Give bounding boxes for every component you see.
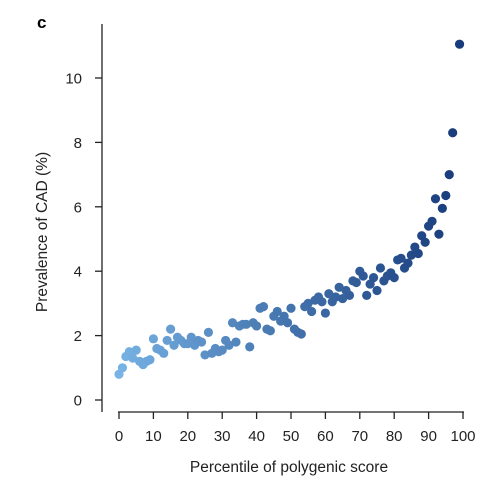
- data-point: [166, 324, 176, 334]
- data-point: [434, 229, 444, 239]
- data-point: [362, 290, 372, 300]
- x-tick-label: 90: [420, 428, 437, 445]
- x-axis-ticks: 0 10 20 30 40 50 60 70 80 90 100: [115, 412, 476, 445]
- y-tick-label: 6: [74, 199, 82, 216]
- data-point: [296, 329, 306, 339]
- data-point: [351, 277, 361, 288]
- data-point: [258, 302, 269, 312]
- x-tick-label: 0: [115, 428, 123, 445]
- x-tick-label: 30: [214, 428, 231, 445]
- data-point: [245, 342, 255, 352]
- data-point: [406, 250, 416, 260]
- y-tick-label: 2: [74, 328, 82, 345]
- data-point: [454, 39, 465, 49]
- data-point: [334, 282, 344, 292]
- data-point: [303, 298, 313, 308]
- data-point: [217, 345, 227, 355]
- data-point: [128, 353, 138, 363]
- x-tick-label: 40: [248, 428, 265, 445]
- x-tick-label: 100: [450, 428, 475, 445]
- y-tick-label: 0: [74, 393, 82, 410]
- data-point: [368, 273, 379, 283]
- data-point: [196, 337, 207, 347]
- data-point: [159, 348, 169, 358]
- data-point: [338, 293, 348, 304]
- data-point: [148, 334, 158, 344]
- x-tick-label: 10: [145, 428, 162, 445]
- data-point: [403, 258, 413, 268]
- data-point: [430, 194, 441, 204]
- data-points: [114, 39, 465, 379]
- data-point: [252, 321, 262, 331]
- data-point: [286, 303, 296, 313]
- data-point: [162, 335, 172, 346]
- data-point: [427, 216, 437, 226]
- data-point: [413, 248, 423, 259]
- data-point: [282, 318, 293, 328]
- data-point: [231, 337, 241, 347]
- data-point: [224, 340, 234, 350]
- data-point: [372, 285, 382, 296]
- x-tick-label: 60: [317, 428, 334, 445]
- x-tick-label: 50: [283, 428, 300, 445]
- data-point: [375, 263, 386, 273]
- data-point: [307, 306, 317, 317]
- data-point: [344, 290, 355, 300]
- data-point: [396, 253, 406, 263]
- x-tick-label: 20: [179, 428, 196, 445]
- data-point: [317, 297, 327, 307]
- data-point: [358, 271, 368, 281]
- data-point: [186, 332, 196, 342]
- data-point: [145, 355, 155, 365]
- data-point: [437, 203, 447, 214]
- y-tick-label: 4: [74, 264, 82, 281]
- data-point: [200, 350, 210, 360]
- data-point: [169, 340, 179, 350]
- data-point: [448, 128, 458, 138]
- data-point: [227, 318, 238, 328]
- data-point: [241, 319, 251, 329]
- data-point: [131, 345, 141, 355]
- y-tick-label: 10: [65, 71, 82, 88]
- data-point: [272, 306, 282, 317]
- data-point: [265, 326, 275, 336]
- x-axis-title: Percentile of polygenic score: [190, 459, 388, 476]
- x-tick-label: 70: [351, 428, 368, 445]
- data-point: [420, 237, 430, 247]
- data-point: [324, 289, 334, 299]
- y-tick-label: 8: [74, 135, 82, 152]
- y-axis-ticks: 0 2 4 6 8 10: [65, 71, 102, 410]
- panel-label: c: [37, 13, 46, 32]
- data-point: [117, 363, 128, 373]
- x-tick-label: 80: [386, 428, 403, 445]
- data-point: [203, 327, 214, 337]
- data-point: [444, 170, 454, 180]
- data-point: [331, 292, 341, 302]
- y-axis-title: Prevalence of CAD (%): [34, 152, 51, 312]
- data-point: [441, 190, 451, 201]
- data-point: [320, 308, 330, 318]
- data-point: [389, 273, 399, 283]
